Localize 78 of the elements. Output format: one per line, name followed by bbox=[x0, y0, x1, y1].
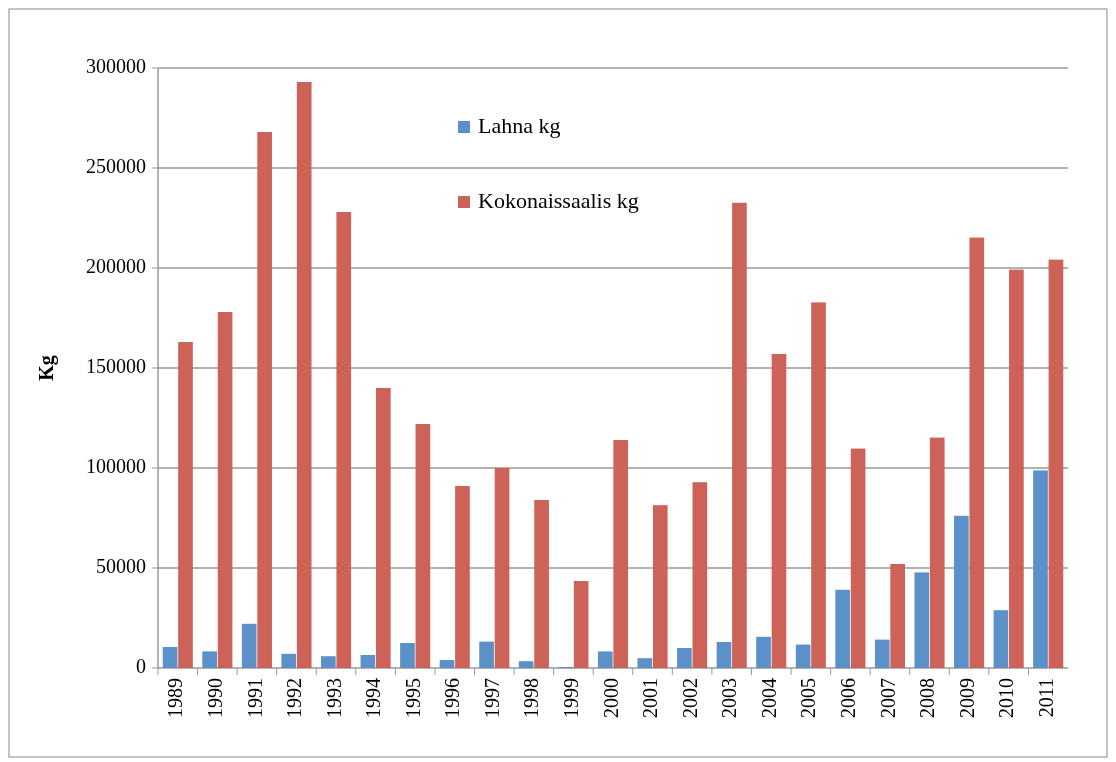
bar bbox=[336, 212, 352, 668]
legend-label: Lahna kg bbox=[478, 113, 561, 139]
x-tick-label: 2000 bbox=[599, 678, 622, 718]
legend-label: Kokonaissaalis kg bbox=[478, 188, 639, 214]
x-tick-label: 2007 bbox=[876, 678, 899, 718]
bar bbox=[890, 564, 906, 668]
bar bbox=[771, 354, 787, 668]
bar bbox=[162, 647, 178, 668]
x-tick-label: 2010 bbox=[995, 678, 1018, 718]
bar bbox=[1009, 269, 1024, 668]
x-tick-label: 2006 bbox=[836, 678, 859, 718]
bar bbox=[257, 132, 272, 668]
bar bbox=[518, 661, 534, 668]
bar bbox=[850, 448, 866, 668]
y-tick-label: 50000 bbox=[96, 554, 146, 577]
bar bbox=[534, 500, 549, 668]
bar bbox=[439, 660, 455, 668]
bar bbox=[494, 468, 510, 668]
bar bbox=[1048, 259, 1064, 668]
bar bbox=[241, 623, 257, 668]
bar bbox=[969, 237, 985, 668]
x-tick-label: 1991 bbox=[243, 678, 266, 718]
bar bbox=[677, 648, 692, 668]
x-tick-label: 1994 bbox=[362, 678, 385, 718]
bar bbox=[954, 515, 969, 668]
bar bbox=[479, 641, 494, 668]
x-tick-label: 1989 bbox=[164, 678, 187, 718]
bar bbox=[400, 643, 415, 668]
x-tick-label: 2003 bbox=[718, 678, 741, 718]
bar bbox=[178, 342, 193, 668]
bar bbox=[692, 482, 708, 668]
bar bbox=[281, 653, 297, 668]
bar bbox=[613, 440, 629, 668]
bar bbox=[811, 302, 826, 668]
bar bbox=[360, 655, 376, 668]
x-tick-label: 2004 bbox=[757, 678, 780, 718]
y-tick-label: 200000 bbox=[86, 254, 146, 277]
x-tick-label: 2011 bbox=[1034, 678, 1057, 718]
bar bbox=[795, 644, 811, 668]
bar bbox=[455, 486, 470, 668]
y-tick-label: 150000 bbox=[86, 354, 146, 377]
bar bbox=[217, 312, 233, 668]
x-tick-label: 1990 bbox=[203, 678, 226, 718]
bar bbox=[296, 82, 312, 668]
bar bbox=[756, 636, 771, 668]
y-axis-title: Kg bbox=[35, 355, 58, 381]
bar bbox=[597, 651, 613, 668]
bar bbox=[320, 656, 336, 668]
x-tick-label: 1998 bbox=[520, 678, 543, 718]
x-tick-label: 2008 bbox=[916, 678, 939, 718]
bar bbox=[652, 505, 668, 668]
bar bbox=[202, 651, 217, 668]
x-tick-label: 1999 bbox=[560, 678, 583, 718]
bar bbox=[914, 572, 930, 668]
bar bbox=[415, 424, 431, 668]
x-tick-label: 1993 bbox=[322, 678, 345, 718]
x-tick-label: 1995 bbox=[401, 678, 424, 718]
x-tick-label: 1992 bbox=[283, 678, 306, 718]
bar bbox=[716, 642, 732, 668]
x-tick-label: 2005 bbox=[797, 678, 820, 718]
bar bbox=[993, 610, 1009, 668]
bar bbox=[732, 202, 747, 668]
x-tick-label: 1996 bbox=[441, 678, 464, 718]
y-tick-label: 250000 bbox=[86, 154, 146, 177]
x-tick-label: 2009 bbox=[955, 678, 978, 718]
bar bbox=[1033, 470, 1048, 668]
x-tick-label: 2001 bbox=[639, 678, 662, 718]
y-tick-label: 0 bbox=[136, 654, 146, 677]
y-tick-label: 100000 bbox=[86, 454, 146, 477]
x-tick-label: 2002 bbox=[678, 678, 701, 718]
y-tick-label: 300000 bbox=[86, 54, 146, 77]
bar bbox=[376, 388, 391, 668]
bar bbox=[573, 581, 589, 668]
bar bbox=[637, 658, 653, 668]
bar bbox=[835, 589, 851, 668]
x-tick-label: 1997 bbox=[480, 678, 503, 718]
bar bbox=[874, 639, 890, 668]
bar bbox=[929, 437, 945, 668]
